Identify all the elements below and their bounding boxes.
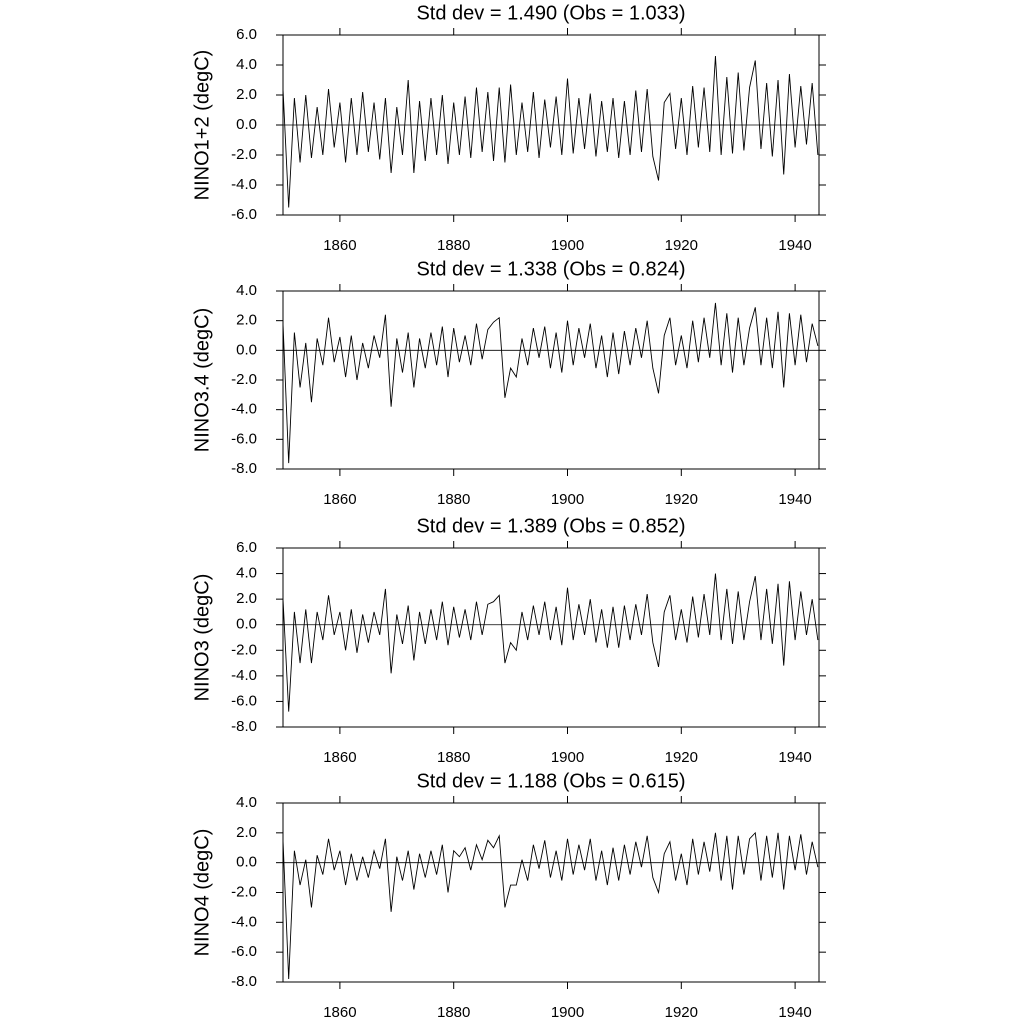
plot-frame (282, 34, 820, 216)
y-tick-label: 0.0 (236, 854, 257, 871)
y-tick-label: -6.0 (231, 943, 257, 960)
x-tick-label: 1920 (665, 1004, 698, 1021)
x-tick-label: 1900 (551, 1004, 584, 1021)
x-tick-label: 1920 (665, 491, 698, 508)
y-tick-label: 2.0 (236, 590, 257, 607)
x-tick-label: 1940 (778, 237, 811, 254)
plot-frame (282, 802, 820, 983)
x-tick-label: 1940 (778, 491, 811, 508)
x-tick-label: 1880 (437, 749, 470, 766)
y-tick-label: -8.0 (231, 460, 257, 477)
y-tick-label: 6.0 (236, 26, 257, 43)
data-line (282, 55, 819, 208)
x-tick-label: 1940 (778, 749, 811, 766)
panel-title: Std dev = 1.389 (Obs = 0.852) (416, 515, 685, 537)
y-tick-label: -4.0 (231, 401, 257, 418)
y-tick-label: 4.0 (236, 56, 257, 73)
y-tick-label: -4.0 (231, 667, 257, 684)
data-line (282, 831, 819, 980)
y-tick-label: 2.0 (236, 86, 257, 103)
x-tick-label: 1860 (323, 749, 356, 766)
panel-title: Std dev = 1.188 (Obs = 0.615) (416, 770, 685, 792)
y-tick-label: 2.0 (236, 312, 257, 329)
y-tick-label: -6.0 (231, 430, 257, 447)
x-tick-label: 1880 (437, 1004, 470, 1021)
y-tick-label: 4.0 (236, 794, 257, 811)
x-tick-label: 1900 (551, 749, 584, 766)
y-tick-label: -2.0 (231, 883, 257, 900)
x-tick-label: 1920 (665, 749, 698, 766)
x-tick-label: 1880 (437, 491, 470, 508)
y-tick-label: 0.0 (236, 616, 257, 633)
y-tick-label: 6.0 (236, 539, 257, 556)
x-tick-label: 1940 (778, 1004, 811, 1021)
x-tick-label: 1860 (323, 491, 356, 508)
y-tick-label: -4.0 (231, 176, 257, 193)
x-tick-label: 1920 (665, 237, 698, 254)
y-axis-label: NINO1+2 (degC) (191, 50, 213, 201)
y-tick-label: 4.0 (236, 282, 257, 299)
x-tick-label: 1900 (551, 237, 584, 254)
y-tick-label: -6.0 (231, 692, 257, 709)
data-line (282, 573, 819, 712)
y-tick-label: 2.0 (236, 824, 257, 841)
panel-title: Std dev = 1.490 (Obs = 1.033) (416, 2, 685, 24)
plot-frame (282, 290, 820, 470)
y-tick-label: -8.0 (231, 973, 257, 990)
y-tick-label: 4.0 (236, 565, 257, 582)
x-tick-label: 1900 (551, 491, 584, 508)
data-line (282, 302, 819, 464)
y-axis-label: NINO3.4 (degC) (191, 308, 213, 453)
y-tick-label: 0.0 (236, 116, 257, 133)
y-tick-label: -6.0 (231, 206, 257, 223)
y-tick-label: 0.0 (236, 341, 257, 358)
y-axis-label: NINO4 (degC) (191, 829, 213, 957)
x-tick-label: 1860 (323, 1004, 356, 1021)
y-tick-label: -2.0 (231, 371, 257, 388)
y-tick-label: -2.0 (231, 146, 257, 163)
y-tick-label: -2.0 (231, 641, 257, 658)
y-axis-label: NINO3 (degC) (191, 574, 213, 702)
y-tick-label: -8.0 (231, 718, 257, 735)
x-tick-label: 1880 (437, 237, 470, 254)
plot-frame (282, 547, 820, 728)
y-tick-label: -4.0 (231, 913, 257, 930)
x-tick-label: 1860 (323, 237, 356, 254)
panel-title: Std dev = 1.338 (Obs = 0.824) (416, 258, 685, 280)
